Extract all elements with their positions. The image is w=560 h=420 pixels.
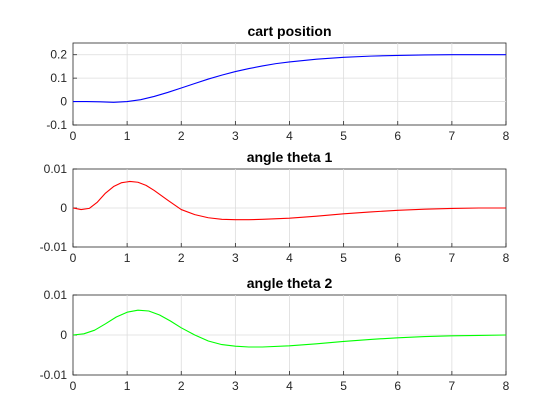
x-tick-label: 0 <box>70 379 77 393</box>
x-tick-label: 4 <box>286 129 293 143</box>
x-tick-label: 4 <box>286 379 293 393</box>
x-tick-label: 6 <box>394 251 401 265</box>
x-tick-label: 5 <box>340 251 347 265</box>
y-tick-label: -0.01 <box>40 368 68 382</box>
x-tick-label: 2 <box>178 251 185 265</box>
x-tick-label: 5 <box>340 129 347 143</box>
y-tick-label: -0.1 <box>46 118 67 132</box>
x-tick-label: 6 <box>394 379 401 393</box>
x-tick-label: 7 <box>449 379 456 393</box>
x-tick-label: 3 <box>232 129 239 143</box>
series-line-1 <box>72 309 507 348</box>
x-tick-label: 7 <box>449 251 456 265</box>
x-tick-label: 1 <box>124 251 131 265</box>
x-tick-label: 3 <box>232 379 239 393</box>
y-tick-label: 0.2 <box>50 48 67 62</box>
subplot-title: angle theta 2 <box>247 275 333 291</box>
x-tick-label: 8 <box>503 379 510 393</box>
y-tick-label: 0 <box>60 95 67 109</box>
subplot-title: angle theta 1 <box>247 149 333 165</box>
x-tick-label: 4 <box>286 251 293 265</box>
series-line-1 <box>72 180 506 221</box>
y-tick-label: -0.01 <box>40 240 68 254</box>
x-tick-label: 8 <box>503 251 510 265</box>
x-tick-label: 7 <box>449 129 456 143</box>
x-tick-label: 5 <box>340 379 347 393</box>
x-tick-label: 2 <box>178 379 185 393</box>
y-tick-label: 0.01 <box>44 288 68 302</box>
x-tick-label: 8 <box>503 129 510 143</box>
x-tick-label: 1 <box>124 379 131 393</box>
x-tick-label: 0 <box>70 129 77 143</box>
x-tick-label: 1 <box>124 129 131 143</box>
series-line-1 <box>73 54 506 103</box>
y-tick-label: 0.01 <box>44 162 68 176</box>
y-tick-label: 0 <box>60 201 67 215</box>
x-tick-label: 3 <box>232 251 239 265</box>
y-tick-label: 0.1 <box>50 71 67 85</box>
x-tick-label: 6 <box>394 129 401 143</box>
x-tick-label: 0 <box>70 251 77 265</box>
y-tick-label: 0 <box>60 328 67 342</box>
subplot-title: cart position <box>247 23 331 39</box>
x-tick-label: 2 <box>178 129 185 143</box>
